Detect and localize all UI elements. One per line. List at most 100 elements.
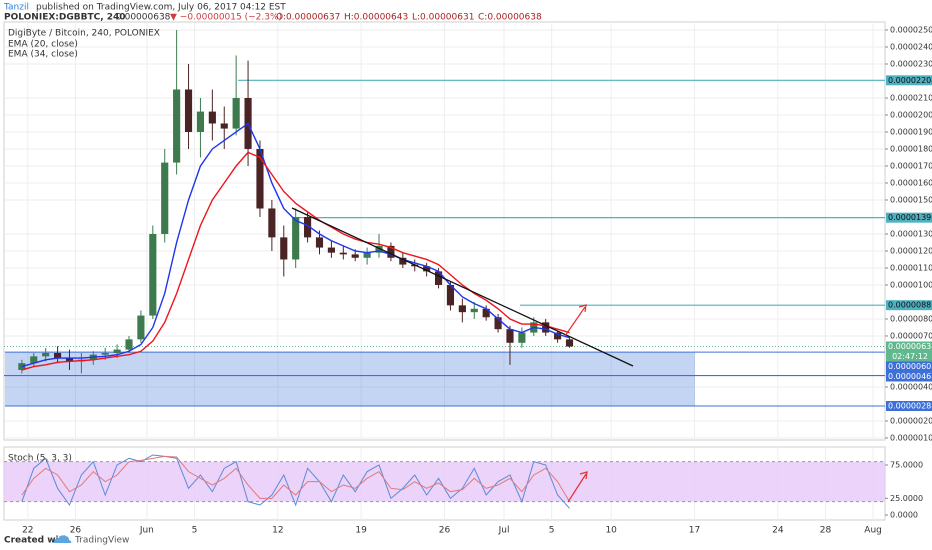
- candle-body: [470, 308, 478, 313]
- candle-body: [256, 148, 264, 209]
- x-tick-label: 26: [70, 526, 82, 536]
- candle-body: [506, 329, 514, 343]
- candle-body: [184, 89, 193, 132]
- legend-entry: EMA (34, close): [8, 50, 78, 60]
- stoch-band: [4, 461, 885, 502]
- candle-body: [232, 97, 240, 129]
- candle-body: [42, 352, 50, 357]
- candle-body: [375, 245, 383, 253]
- candle-body: [446, 284, 455, 306]
- x-tick-label: 5: [549, 526, 555, 536]
- series-line: [21, 151, 570, 371]
- chart-title: DigiByte / Bitcoin, 240, POLONIEX: [8, 29, 160, 39]
- candle-body: [268, 208, 276, 238]
- candle-body: [101, 352, 109, 355]
- support-zone: [5, 352, 695, 407]
- footer-created: Created with: [4, 536, 69, 546]
- price-label: 0.00000467: [888, 372, 932, 381]
- price-label: 0.00000605: [888, 362, 932, 371]
- candle-body: [196, 111, 205, 132]
- x-tick-label: 5: [192, 526, 198, 536]
- candle-body: [434, 271, 443, 285]
- candle-body: [351, 254, 359, 258]
- candle-body: [30, 356, 38, 364]
- logo: [54, 535, 72, 543]
- x-tick-label: Aug: [864, 526, 882, 536]
- x-tick-label: 28: [820, 526, 832, 536]
- candle-body: [423, 266, 431, 272]
- price-label-box: [886, 300, 932, 311]
- candle-body: [399, 257, 407, 265]
- y-tick-label: 0.00000100: [890, 433, 932, 442]
- ohlc-close: C:0.00000638: [478, 13, 542, 23]
- countdown-box: [886, 351, 932, 362]
- candle-body: [54, 352, 62, 359]
- candle-body: [220, 123, 228, 129]
- candle-body: [554, 332, 562, 340]
- price-label-box: [886, 212, 932, 223]
- price-label-box: [886, 75, 932, 86]
- candle-body: [387, 245, 395, 258]
- x-tick-label: 26: [439, 526, 451, 536]
- symbol: POLONIEX:DGBBTC, 240: [4, 13, 126, 23]
- ohlc-low: L:0.00000631: [412, 13, 474, 23]
- candle-body: [161, 162, 169, 234]
- candle-body: [304, 216, 312, 238]
- price-label: 0.00002204: [888, 76, 932, 85]
- candle-body: [458, 305, 466, 313]
- price-label: 0.00000881: [888, 301, 932, 310]
- candle-body: [65, 358, 74, 362]
- candle-body: [173, 89, 181, 163]
- footer-brand[interactable]: TradingView: [74, 536, 129, 546]
- x-tick-label: 19: [355, 526, 367, 536]
- candle-body: [137, 315, 145, 340]
- candle-body: [280, 237, 288, 260]
- x-tick-label: 12: [272, 526, 283, 536]
- price: 0.00000638: [116, 13, 171, 23]
- chart-title: Stoch (5, 3, 3): [8, 454, 72, 464]
- candle-body: [339, 252, 347, 255]
- x-tick-label: 22: [22, 526, 33, 536]
- price-label-box: [886, 341, 932, 352]
- candle-body: [113, 349, 121, 353]
- x-tick-label: Jul: [498, 526, 510, 536]
- x-tick-label: 10: [605, 526, 617, 536]
- candle-body: [542, 322, 550, 333]
- candle-body: [518, 332, 526, 343]
- candle-body: [315, 237, 324, 248]
- legend-entry: EMA (20, close): [8, 40, 78, 50]
- series-line: [21, 455, 570, 502]
- published: published on TradingView.com, July 06, 2…: [36, 3, 286, 13]
- x-tick-label: 24: [772, 526, 784, 536]
- y-tick-label: 0.0000: [890, 511, 918, 520]
- author[interactable]: Tanzil: [3, 3, 29, 13]
- arrow: [567, 471, 588, 503]
- candle-body: [363, 252, 371, 258]
- candle-body: [565, 339, 574, 347]
- candle-body: [208, 111, 216, 124]
- candle-body: [482, 308, 490, 318]
- candle-body: [149, 233, 157, 316]
- ohlc-high: H:0.00000643: [344, 13, 408, 23]
- x-tick-label: Jun: [139, 526, 154, 536]
- candle-body: [125, 339, 133, 350]
- price-label: 0.00000638: [888, 342, 932, 351]
